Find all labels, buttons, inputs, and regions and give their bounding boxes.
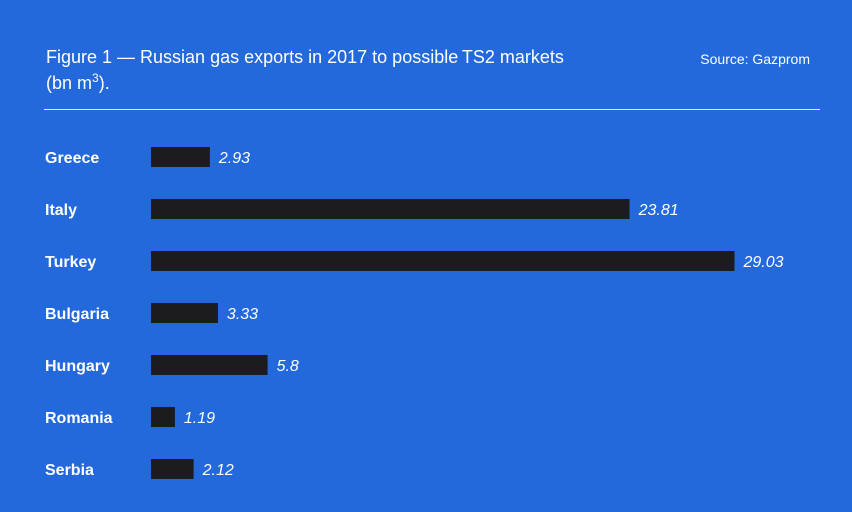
chart-title-unit-prefix: (bn m — [46, 73, 93, 93]
bar-romania — [151, 407, 175, 427]
title-divider — [44, 109, 820, 110]
chart-title-main: Figure 1 — Russian gas exports in 2017 t… — [46, 47, 564, 67]
value-label-italy: 23.81 — [638, 202, 679, 219]
bar-bulgaria — [151, 303, 218, 323]
value-label-romania: 1.19 — [184, 410, 215, 427]
bar-greece — [151, 147, 210, 167]
category-label-hungary: Hungary — [45, 358, 110, 375]
category-label-italy: Italy — [45, 202, 77, 219]
chart-title: Figure 1 — Russian gas exports in 2017 t… — [46, 44, 646, 96]
bar-hungary — [151, 355, 268, 375]
value-label-bulgaria: 3.33 — [227, 306, 258, 323]
source-note: Source: Gazprom — [700, 51, 810, 67]
category-label-turkey: Turkey — [45, 254, 96, 271]
category-label-greece: Greece — [45, 150, 99, 167]
bar-italy — [151, 199, 630, 219]
category-label-romania: Romania — [45, 410, 113, 427]
value-label-serbia: 2.12 — [202, 462, 234, 479]
value-label-turkey: 29.03 — [743, 254, 784, 271]
chart-title-unit-suffix: ). — [98, 73, 110, 93]
bar-turkey — [151, 251, 735, 271]
value-label-greece: 2.93 — [218, 150, 250, 167]
category-label-bulgaria: Bulgaria — [45, 306, 109, 323]
value-label-hungary: 5.8 — [277, 358, 299, 375]
bar-serbia — [151, 459, 194, 479]
chart-title-unit-sup: 3 — [92, 71, 99, 85]
category-label-serbia: Serbia — [45, 462, 94, 479]
